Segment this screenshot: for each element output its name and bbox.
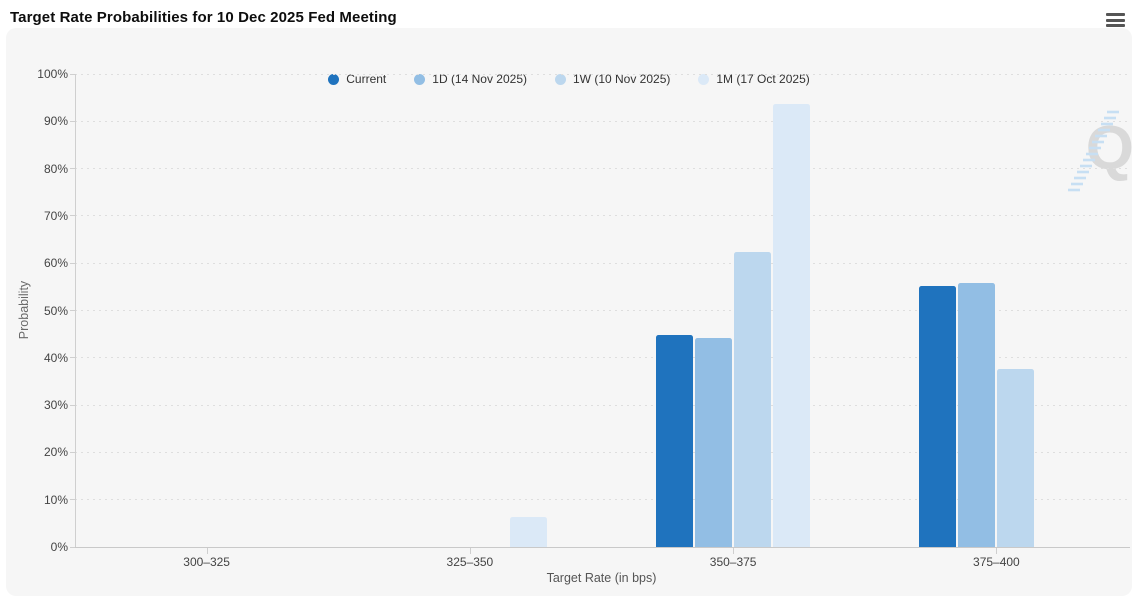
y-axis-label: 60% bbox=[43, 256, 68, 271]
gridline bbox=[75, 310, 1130, 311]
y-axis-label: 80% bbox=[43, 161, 68, 176]
gridline bbox=[75, 404, 1130, 406]
y-axis-tick bbox=[70, 215, 75, 217]
x-axis-tick bbox=[469, 548, 471, 554]
y-axis-label: 30% bbox=[43, 398, 68, 413]
gridline bbox=[75, 357, 1130, 359]
bar-1w-375–400[interactable] bbox=[997, 368, 1035, 547]
x-axis-label: 300–325 bbox=[183, 555, 230, 569]
legend: Current 1D (14 Nov 2025) 1W (10 Nov 2025) 1… bbox=[6, 72, 1132, 86]
y-axis-tick bbox=[70, 120, 75, 122]
y-axis-label: 70% bbox=[43, 208, 68, 223]
bar-1d-375–400[interactable] bbox=[958, 283, 996, 547]
gridline bbox=[75, 215, 1130, 217]
legend-item-label: 1D (14 Nov 2025) bbox=[432, 72, 527, 86]
y-axis-label: 20% bbox=[43, 445, 68, 460]
bar-1m-350–375[interactable] bbox=[773, 103, 811, 547]
gridline bbox=[75, 120, 1130, 122]
bar-current-375–400[interactable] bbox=[919, 285, 957, 547]
gridline bbox=[75, 262, 1130, 264]
y-axis-tick bbox=[70, 404, 75, 406]
legend-dot-icon bbox=[554, 73, 566, 85]
gridline bbox=[75, 451, 1130, 453]
gridline bbox=[75, 499, 1130, 501]
y-axis-tick bbox=[70, 451, 75, 453]
gridline bbox=[75, 168, 1130, 170]
x-axis-tick bbox=[206, 548, 208, 554]
legend-dot-icon bbox=[414, 73, 426, 85]
legend-item-1m[interactable]: 1M (17 Oct 2025) bbox=[698, 72, 810, 86]
y-axis-tick bbox=[70, 262, 75, 264]
y-axis-tick bbox=[70, 546, 75, 548]
y-axis-label: 10% bbox=[43, 492, 68, 507]
gridline bbox=[75, 73, 1130, 75]
legend-item-1w[interactable]: 1W (10 Nov 2025) bbox=[554, 72, 671, 86]
legend-item-label: Current bbox=[346, 72, 387, 86]
y-axis-line bbox=[75, 74, 76, 547]
y-axis-tick bbox=[70, 499, 75, 501]
chart-menu-button[interactable] bbox=[1104, 10, 1128, 30]
y-axis-label: 90% bbox=[43, 114, 68, 129]
watermark-stripes-icon bbox=[1068, 110, 1119, 192]
y-axis-label: 100% bbox=[37, 67, 68, 81]
x-axis-tick bbox=[733, 548, 735, 554]
y-axis-label: 50% bbox=[43, 303, 68, 318]
x-axis-label: 325–350 bbox=[446, 555, 494, 569]
x-axis-label: 350–375 bbox=[709, 555, 757, 569]
bar-1m-325–350[interactable] bbox=[509, 517, 547, 547]
y-axis-label: 40% bbox=[43, 350, 68, 365]
legend-item-label: 1M (17 Oct 2025) bbox=[716, 72, 810, 86]
y-axis-tick bbox=[70, 168, 75, 170]
y-axis-tick bbox=[70, 310, 75, 311]
legend-item-label: 1W (10 Nov 2025) bbox=[572, 72, 671, 86]
watermark-letter: Q bbox=[1085, 114, 1134, 183]
watermark-logo: Q bbox=[1046, 106, 1138, 194]
x-axis-tick bbox=[996, 548, 998, 554]
chart-title: Target Rate Probabilities for 10 Dec 202… bbox=[10, 9, 397, 26]
y-axis-tick bbox=[70, 357, 75, 359]
y-axis-title: Probability bbox=[17, 280, 31, 340]
legend-dot-icon bbox=[328, 73, 340, 85]
x-axis-line bbox=[75, 547, 1130, 548]
y-axis-tick bbox=[70, 73, 75, 75]
x-axis-title: Target Rate (in bps) bbox=[546, 571, 657, 585]
bar-1d-350–375[interactable] bbox=[695, 337, 733, 547]
y-axis-label: 0% bbox=[50, 540, 68, 554]
legend-item-1d[interactable]: 1D (14 Nov 2025) bbox=[414, 72, 527, 86]
bar-1w-350–375[interactable] bbox=[734, 252, 772, 547]
bar-current-350–375[interactable] bbox=[656, 335, 694, 547]
legend-dot-icon bbox=[698, 73, 710, 85]
legend-item-current[interactable]: Current bbox=[328, 72, 386, 86]
x-axis-label: 375–400 bbox=[973, 555, 1020, 569]
